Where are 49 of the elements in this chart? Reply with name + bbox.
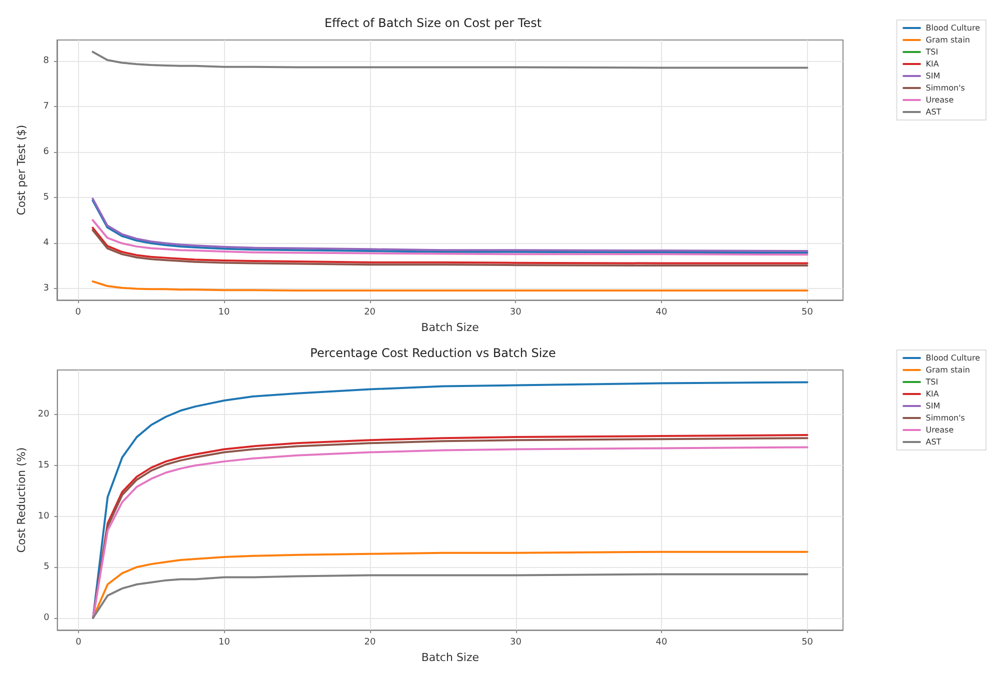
legend-label: SIM [926, 402, 940, 410]
x-tick-label: 30 [510, 638, 522, 648]
y-tick-label: 6 [43, 146, 50, 157]
legend-label: Gram stain [926, 366, 970, 374]
x-tick-label: 50 [802, 638, 814, 648]
legend-label: Gram stain [926, 36, 970, 44]
x-tick-label: 0 [75, 308, 82, 318]
legend-label: KIA [926, 390, 940, 398]
y-tick-label: 4 [43, 238, 50, 248]
legend-label: AST [926, 108, 942, 116]
legend-label: SIM [926, 72, 940, 80]
x-tick-label: 10 [218, 308, 230, 318]
y-tick-label: 5 [43, 192, 49, 202]
legend-label: KIA [926, 60, 940, 68]
x-tick-label: 50 [802, 308, 814, 318]
y-tick-label: 20 [38, 410, 50, 420]
chart-title: Percentage Cost Reduction vs Batch Size [310, 346, 556, 360]
y-tick-label: 7 [43, 101, 49, 112]
y-tick-label: 15 [38, 460, 50, 471]
y-axis-title: Cost Reduction (%) [15, 447, 28, 553]
x-axis-title: Batch Size [421, 321, 480, 334]
legend-label: AST [926, 438, 942, 446]
x-tick-label: 20 [364, 638, 376, 648]
x-tick-label: 30 [510, 308, 522, 318]
y-axis-title: Cost per Test ($) [15, 124, 28, 216]
line-series [92, 50, 808, 69]
legend-label: Simmon's [926, 414, 965, 422]
x-tick-label: 40 [656, 308, 668, 318]
y-tick-label: 3 [43, 283, 49, 294]
legend-label: Urease [926, 426, 954, 434]
legend-label: Simmon's [926, 84, 965, 92]
line-series [92, 280, 808, 292]
x-tick-label: 10 [218, 638, 230, 648]
y-tick-label: 5 [44, 562, 50, 572]
legend-label: TSI [924, 48, 938, 56]
x-tick-label: 0 [76, 638, 82, 648]
y-tick-label: 0 [44, 612, 50, 623]
legend-label: TSI [924, 378, 938, 386]
chart-title: Effect of Batch Size on Cost per Test [324, 16, 542, 30]
x-axis-title: Batch Size [421, 651, 480, 664]
y-tick-label: 8 [43, 56, 50, 66]
legend-label: Blood Culture [926, 24, 980, 32]
line-series [92, 573, 808, 619]
x-tick-label: 40 [656, 638, 668, 648]
line-series [92, 219, 808, 256]
y-tick-label: 10 [38, 511, 50, 522]
legend-label: Urease [926, 96, 954, 104]
x-tick-label: 20 [364, 308, 376, 318]
legend-label: Blood Culture [926, 354, 980, 362]
